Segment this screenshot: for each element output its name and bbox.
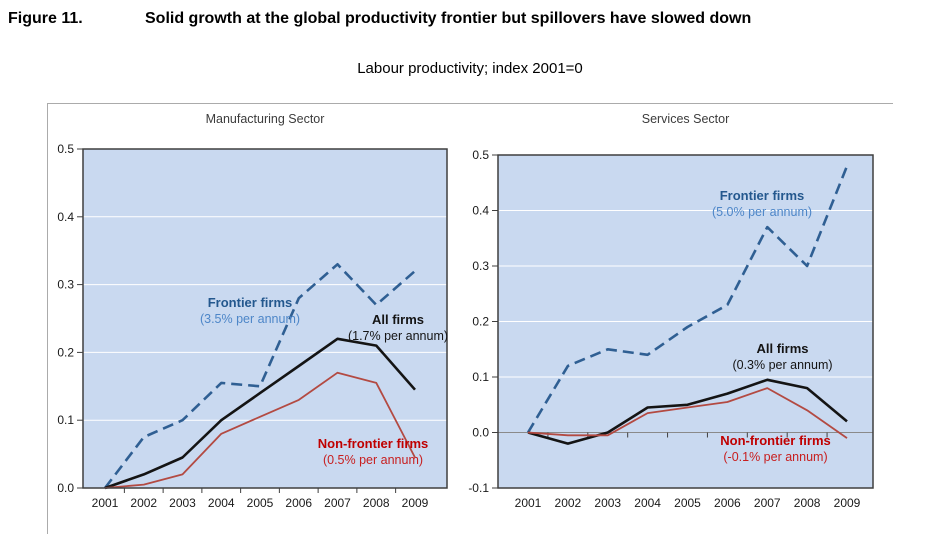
x-tick-label: 2004 <box>634 496 661 510</box>
series-growth-rate: (0.5% per annum) <box>322 453 424 467</box>
series-label: Non-frontier firms <box>720 433 831 448</box>
x-tick-label: 2006 <box>285 496 312 510</box>
series-growth-rate: (0.3% per annum) <box>732 358 833 372</box>
figure-title: Solid growth at the global productivity … <box>145 10 752 27</box>
x-tick-label: 2008 <box>794 496 821 510</box>
annotation-non-frontier-firms-manufacturing: Non-frontier firms (0.5% per annum) <box>283 436 463 468</box>
y-tick-label: 0.5 <box>57 142 74 156</box>
x-tick-label: 2001 <box>515 496 542 510</box>
manufacturing-panel-title: Manufacturing Sector <box>205 112 325 126</box>
x-tick-label: 2005 <box>247 496 274 510</box>
manufacturing-chart: 0.5 0.4 0.3 0.2 0.1 0.0 2001 2002 2003 2004 2005 20… <box>57 142 448 510</box>
series-growth-rate: (-0.1% per annum) <box>723 450 828 464</box>
y-tick-label: 0.1 <box>57 413 74 427</box>
y-tick-label: 0.4 <box>57 210 74 224</box>
y-tick-label: 0.4 <box>472 204 489 218</box>
x-tick-label: 2007 <box>754 496 781 510</box>
x-tick-label: 2002 <box>555 496 582 510</box>
all-firms-line <box>527 378 848 445</box>
y-tick-label: -0.1 <box>468 481 489 495</box>
figure-number: Figure 11. <box>8 10 83 27</box>
x-tick-label: 2006 <box>714 496 741 510</box>
x-tick-label: 2005 <box>674 496 701 510</box>
x-tick-label: 2009 <box>402 496 429 510</box>
y-tick-label: 0.0 <box>472 426 489 440</box>
x-tick-label: 2003 <box>594 496 621 510</box>
annotation-frontier-firms-services: Frontier firms (5.0% per annum) <box>672 188 852 220</box>
y-tick-label: 0.5 <box>472 148 489 162</box>
series-growth-rate: (3.5% per annum) <box>199 312 301 326</box>
plot-border <box>82 148 448 489</box>
series-growth-rate: (5.0% per annum) <box>711 205 813 219</box>
series-label: Non-frontier firms <box>317 436 429 451</box>
y-tick-label: 0.0 <box>57 481 74 495</box>
x-tick-label: 2008 <box>363 496 390 510</box>
y-tick-label: 0.3 <box>57 278 74 292</box>
annotation-frontier-firms-manufacturing: Frontier firms (3.5% per annum) <box>150 295 350 327</box>
x-tick-label: 2004 <box>208 496 235 510</box>
y-tick-label: 0.1 <box>472 370 489 384</box>
annotation-all-firms-services: All firms (0.3% per annum) <box>700 341 865 373</box>
x-tick-label: 2001 <box>92 496 119 510</box>
y-tick-label: 0.2 <box>57 345 74 359</box>
x-tick-label: 2007 <box>324 496 351 510</box>
annotation-non-frontier-firms-services: Non-frontier firms (-0.1% per annum) <box>678 433 873 465</box>
figure-frame <box>47 103 893 534</box>
non-frontier-firms-line <box>527 387 848 439</box>
annotation-all-firms-manufacturing: All firms (1.7% per annum) <box>318 312 478 344</box>
all-firms-line <box>104 337 416 490</box>
series-label: All firms <box>756 341 809 356</box>
series-growth-rate: (1.7% per annum) <box>347 329 449 343</box>
non-frontier-firms-line <box>104 371 416 489</box>
services-chart: 0.5 0.4 0.3 0.2 0.1 0.0 -0.1 2001 2002 2003 2004 20… <box>468 148 874 510</box>
x-tick-label: 2002 <box>130 496 157 510</box>
y-tick-label: 0.2 <box>472 315 489 329</box>
series-label: All firms <box>371 312 424 327</box>
figure-subtitle: Labour productivity; index 2001=0 <box>357 60 583 77</box>
x-tick-label: 2009 <box>834 496 861 510</box>
x-tick-label: 2003 <box>169 496 196 510</box>
services-panel-title: Services Sector <box>641 112 730 126</box>
series-label: Frontier firms <box>207 295 293 310</box>
plot-area <box>83 149 447 488</box>
y-tick-label: 0.3 <box>472 259 489 273</box>
frontier-firms-line <box>526 165 849 434</box>
series-label: Frontier firms <box>719 188 805 203</box>
frontier-firms-line <box>103 262 416 489</box>
plot-border <box>497 154 874 489</box>
